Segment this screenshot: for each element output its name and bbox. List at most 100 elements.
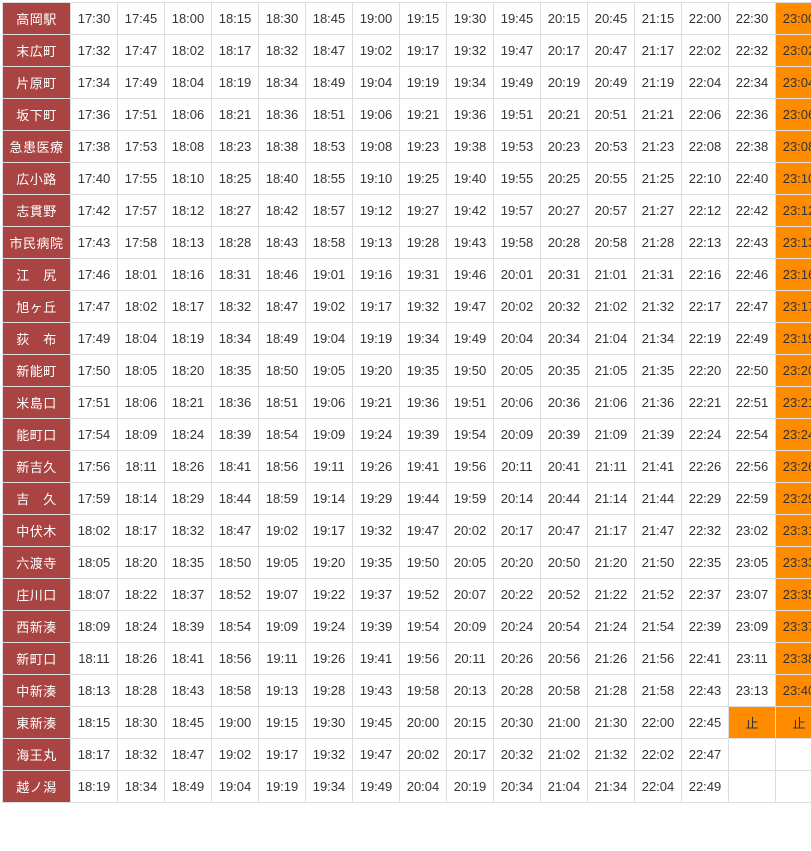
time-cell: 19:02 <box>353 35 400 67</box>
time-cell: 17:57 <box>118 195 165 227</box>
time-cell: 23:16 <box>776 259 811 291</box>
time-cell: 21:34 <box>588 771 635 803</box>
time-cell: 18:50 <box>259 355 306 387</box>
time-cell: 18:34 <box>118 771 165 803</box>
time-cell: 19:30 <box>306 707 353 739</box>
time-cell: 20:11 <box>494 451 541 483</box>
time-cell: 18:55 <box>306 163 353 195</box>
time-cell: 19:50 <box>447 355 494 387</box>
time-cell: 23:00 <box>776 3 811 35</box>
time-cell: 23:20 <box>776 355 811 387</box>
time-cell: 18:11 <box>118 451 165 483</box>
time-cell: 23:05 <box>729 547 776 579</box>
time-cell: 19:55 <box>494 163 541 195</box>
time-cell: 18:28 <box>118 675 165 707</box>
time-cell: 18:23 <box>212 131 259 163</box>
time-cell: 20:02 <box>494 291 541 323</box>
time-cell: 22:36 <box>729 99 776 131</box>
time-cell: 18:39 <box>165 611 212 643</box>
time-cell: 18:35 <box>165 547 212 579</box>
time-cell: 19:49 <box>447 323 494 355</box>
time-cell: 19:36 <box>400 387 447 419</box>
time-cell: 19:27 <box>400 195 447 227</box>
time-cell: 22:24 <box>682 419 729 451</box>
time-cell: 20:28 <box>541 227 588 259</box>
station-name: 海王丸 <box>3 739 71 771</box>
time-cell: 19:52 <box>400 579 447 611</box>
time-cell: 20:05 <box>494 355 541 387</box>
time-cell: 20:04 <box>400 771 447 803</box>
time-cell: 17:49 <box>118 67 165 99</box>
time-cell <box>776 771 811 803</box>
station-name: 吉 久 <box>3 483 71 515</box>
time-cell: 17:47 <box>71 291 118 323</box>
time-cell: 17:55 <box>118 163 165 195</box>
time-cell: 23:13 <box>776 227 811 259</box>
time-cell: 19:47 <box>400 515 447 547</box>
time-cell: 19:09 <box>306 419 353 451</box>
time-cell: 18:49 <box>165 771 212 803</box>
time-cell: 22:29 <box>682 483 729 515</box>
time-cell: 22:49 <box>682 771 729 803</box>
time-cell: 18:20 <box>118 547 165 579</box>
time-cell: 20:24 <box>494 611 541 643</box>
time-cell: 22:42 <box>729 195 776 227</box>
time-cell: 20:35 <box>541 355 588 387</box>
time-cell: 21:35 <box>635 355 682 387</box>
time-cell: 19:28 <box>400 227 447 259</box>
time-cell: 19:21 <box>400 99 447 131</box>
time-cell: 18:17 <box>212 35 259 67</box>
time-cell: 18:32 <box>259 35 306 67</box>
time-cell: 19:08 <box>353 131 400 163</box>
time-cell: 18:26 <box>118 643 165 675</box>
time-cell: 21:14 <box>588 483 635 515</box>
time-cell: 21:02 <box>588 291 635 323</box>
table-row: 旭ヶ丘17:4718:0218:1718:3218:4719:0219:1719… <box>3 291 811 323</box>
time-cell: 20:23 <box>541 131 588 163</box>
time-cell: 20:55 <box>588 163 635 195</box>
time-cell: 21:30 <box>588 707 635 739</box>
time-cell: 23:11 <box>729 643 776 675</box>
time-cell: 20:27 <box>541 195 588 227</box>
station-name: 急患医療 <box>3 131 71 163</box>
table-row: 中新湊18:1318:2818:4318:5819:1319:2819:4319… <box>3 675 811 707</box>
time-cell: 18:29 <box>165 483 212 515</box>
station-name: 高岡駅 <box>3 3 71 35</box>
time-cell: 18:47 <box>259 291 306 323</box>
time-cell: 19:32 <box>400 291 447 323</box>
time-cell <box>729 771 776 803</box>
time-cell: 21:44 <box>635 483 682 515</box>
table-row: 海王丸18:1718:3218:4719:0219:1719:3219:4720… <box>3 739 811 771</box>
time-cell: 17:45 <box>118 3 165 35</box>
time-cell: 20:34 <box>541 323 588 355</box>
time-cell: 20:06 <box>494 387 541 419</box>
time-cell: 22:26 <box>682 451 729 483</box>
time-cell: 20:51 <box>588 99 635 131</box>
time-cell: 止 <box>776 707 811 739</box>
station-name: 東新湊 <box>3 707 71 739</box>
station-name: 六渡寺 <box>3 547 71 579</box>
time-cell: 18:19 <box>212 67 259 99</box>
time-cell: 22:50 <box>729 355 776 387</box>
time-cell: 19:47 <box>494 35 541 67</box>
station-name: 市民病院 <box>3 227 71 259</box>
time-cell: 17:46 <box>71 259 118 291</box>
time-cell: 18:47 <box>212 515 259 547</box>
time-cell: 20:17 <box>447 739 494 771</box>
time-cell: 21:28 <box>588 675 635 707</box>
station-name: 越ノ潟 <box>3 771 71 803</box>
time-cell: 18:54 <box>212 611 259 643</box>
time-cell: 23:13 <box>729 675 776 707</box>
time-cell: 20:28 <box>494 675 541 707</box>
time-cell: 18:14 <box>118 483 165 515</box>
station-name: 片原町 <box>3 67 71 99</box>
time-cell: 21:41 <box>635 451 682 483</box>
time-cell: 22:32 <box>682 515 729 547</box>
time-cell: 19:54 <box>400 611 447 643</box>
time-cell: 18:49 <box>259 323 306 355</box>
time-cell: 21:50 <box>635 547 682 579</box>
time-cell: 21:17 <box>588 515 635 547</box>
time-cell: 21:23 <box>635 131 682 163</box>
time-cell: 18:26 <box>165 451 212 483</box>
time-cell: 18:21 <box>212 99 259 131</box>
